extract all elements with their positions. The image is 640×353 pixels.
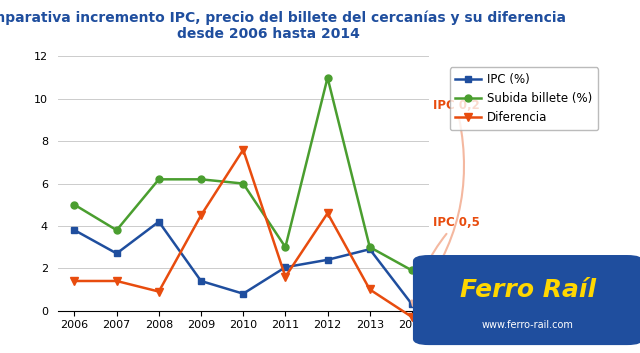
Subida billete (%) xyxy=(324,76,332,80)
Diferencia xyxy=(408,315,416,319)
Subida billete (%) xyxy=(282,245,289,249)
IPC (%) xyxy=(408,302,416,306)
IPC (%) xyxy=(155,220,163,224)
Diferencia xyxy=(239,148,247,152)
Subida billete (%) xyxy=(239,181,247,186)
IPC (%) xyxy=(197,279,205,283)
IPC (%) xyxy=(113,251,120,256)
Line: Subida billete (%): Subida billete (%) xyxy=(71,74,415,274)
Text: IPC 0,5: IPC 0,5 xyxy=(412,216,480,306)
Text: IPC 0,2: IPC 0,2 xyxy=(415,100,480,300)
Text: Ferro Raíl: Ferro Raíl xyxy=(460,278,596,302)
Diferencia xyxy=(324,211,332,215)
IPC (%) xyxy=(239,292,247,296)
Line: Diferencia: Diferencia xyxy=(70,145,416,321)
Legend: IPC (%), Subida billete (%), Diferencia: IPC (%), Subida billete (%), Diferencia xyxy=(449,67,598,130)
Diferencia xyxy=(366,287,374,292)
Subida billete (%) xyxy=(366,245,374,249)
Subida billete (%) xyxy=(155,177,163,181)
Diferencia xyxy=(113,279,120,283)
IPC (%) xyxy=(366,247,374,251)
Diferencia xyxy=(282,275,289,279)
Diferencia xyxy=(155,289,163,294)
Subida billete (%) xyxy=(70,203,78,207)
Subida billete (%) xyxy=(408,268,416,273)
IPC (%) xyxy=(70,228,78,232)
Subida billete (%) xyxy=(197,177,205,181)
FancyBboxPatch shape xyxy=(413,255,640,345)
Text: www.ferro-rail.com: www.ferro-rail.com xyxy=(482,320,574,330)
IPC (%) xyxy=(324,258,332,262)
Text: Comparativa incremento IPC, precio del billete del cercanías y su diferencia
des: Comparativa incremento IPC, precio del b… xyxy=(0,11,566,41)
Diferencia xyxy=(70,279,78,283)
Subida billete (%) xyxy=(113,228,120,232)
Diferencia xyxy=(197,213,205,217)
IPC (%) xyxy=(282,265,289,269)
Line: IPC (%): IPC (%) xyxy=(71,218,415,308)
